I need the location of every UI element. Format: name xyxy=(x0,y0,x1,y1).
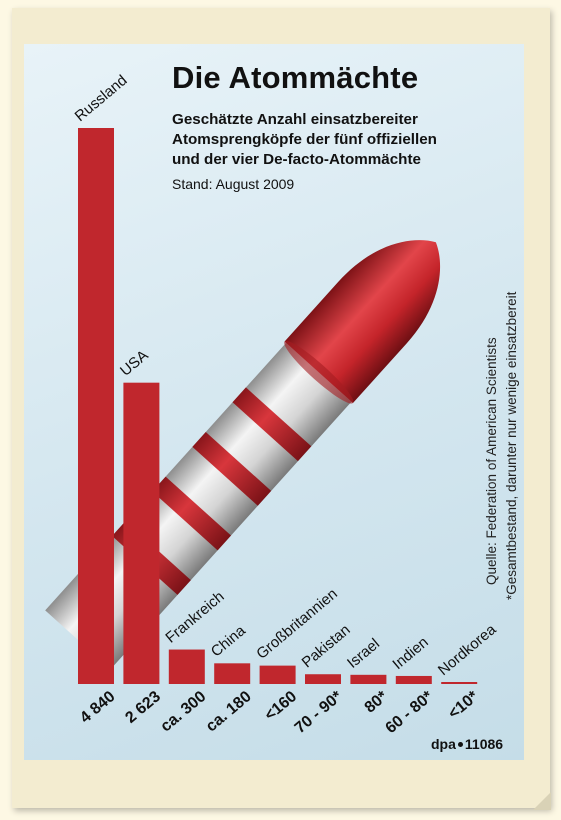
subtitle-line: und der vier De-facto-Atommächte xyxy=(172,151,421,168)
bar-frankreich xyxy=(168,649,205,684)
date-stand: Stand: August 2009 xyxy=(172,176,295,192)
footnote: *Gesamtbestand, darunter nur wenige eins… xyxy=(504,291,519,600)
category-label: Indien xyxy=(389,634,431,673)
value-label: ca. 180 xyxy=(203,688,255,735)
value-label: 4 840 xyxy=(77,688,119,727)
category-label: Israel xyxy=(344,635,383,672)
category-label: China xyxy=(208,622,249,661)
bar-nordkorea xyxy=(441,682,478,684)
value-label: 80* xyxy=(362,688,392,717)
bar-gro-britannien xyxy=(259,665,296,684)
credit-line: dpa 11086 xyxy=(431,736,503,752)
bullet-icon xyxy=(457,741,463,747)
source-note: Quelle: Federation of American Scientist… xyxy=(484,337,499,585)
bar-usa xyxy=(123,382,160,684)
value-label: 70 - 90* xyxy=(292,688,346,738)
bar-pakistan xyxy=(305,674,341,684)
bar-israel xyxy=(350,674,387,684)
category-label: USA xyxy=(117,347,152,380)
subtitle-line: Atomsprengköpfe der fünf offiziellen xyxy=(172,131,437,148)
value-label: <160 xyxy=(262,688,301,724)
graphic-number: 11086 xyxy=(464,736,504,752)
bar-china xyxy=(214,663,251,684)
value-label: ca. 300 xyxy=(158,688,210,735)
subtitle-line: Geschätzte Anzahl einsatzbereiter xyxy=(172,111,418,128)
category-label: Pakistan xyxy=(299,621,354,671)
value-label: 60 - 80* xyxy=(383,688,437,738)
chart-title: Die Atommächte xyxy=(172,60,419,95)
category-label: Nordkorea xyxy=(435,621,500,679)
bar-russland xyxy=(78,128,114,684)
category-label: Russland xyxy=(72,72,131,125)
chart-subtitle: Geschätzte Anzahl einsatzbereiter Atomsp… xyxy=(172,110,532,170)
value-label: <10* xyxy=(445,688,482,723)
agency-name: dpa xyxy=(431,736,456,752)
bar-indien xyxy=(395,675,432,684)
page-fold-corner xyxy=(533,792,551,810)
